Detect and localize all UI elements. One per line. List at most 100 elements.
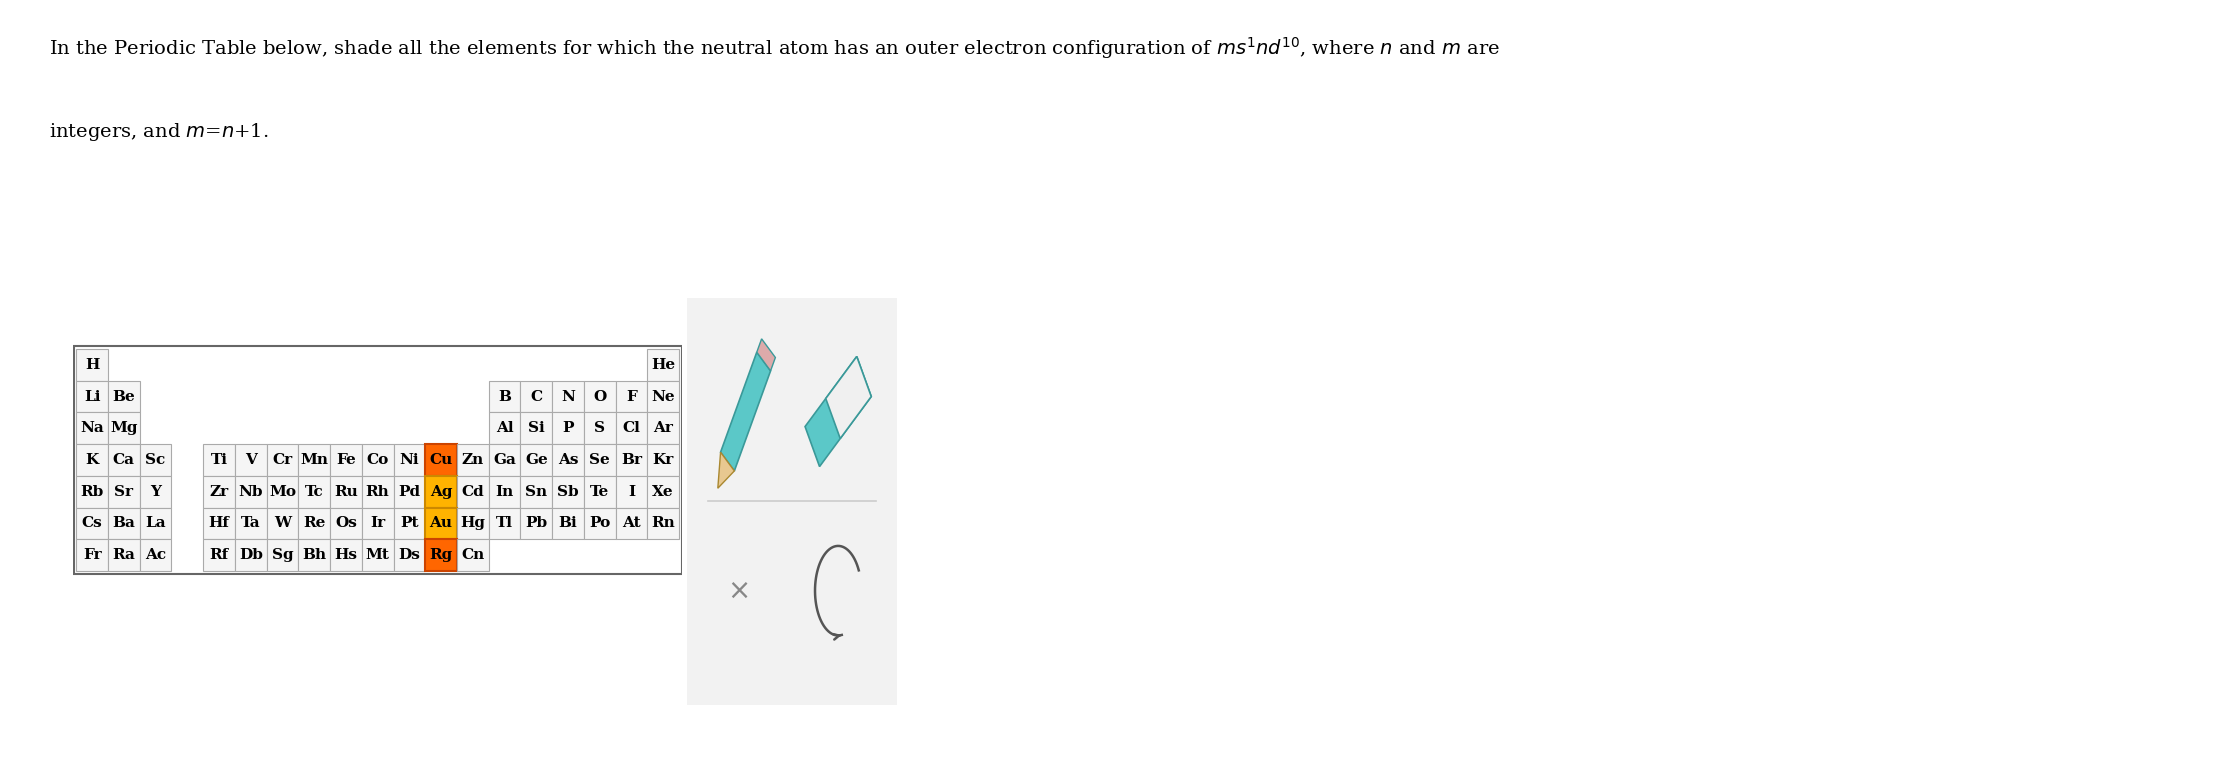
Text: Au: Au	[430, 517, 452, 530]
Text: Fr: Fr	[82, 548, 102, 562]
Bar	[425, 476, 456, 507]
Text: Cl: Cl	[622, 421, 640, 435]
Text: Sb: Sb	[558, 485, 578, 499]
Bar	[140, 444, 171, 476]
Bar	[720, 352, 771, 471]
Bar	[616, 413, 647, 444]
Bar	[109, 381, 140, 413]
Text: Mg: Mg	[111, 421, 137, 435]
Bar	[361, 476, 394, 507]
Text: S: S	[594, 421, 605, 435]
Text: Pb: Pb	[525, 517, 547, 530]
Bar	[75, 444, 109, 476]
Bar	[394, 476, 425, 507]
Bar	[647, 507, 680, 539]
Text: K: K	[86, 453, 100, 467]
Bar	[75, 349, 109, 381]
Text: Ne: Ne	[651, 390, 676, 403]
Bar	[109, 539, 140, 571]
Text: Cr: Cr	[272, 453, 292, 467]
Text: H: H	[84, 358, 100, 372]
Text: Os: Os	[334, 517, 357, 530]
Bar	[521, 444, 552, 476]
Text: B: B	[498, 390, 512, 403]
Text: Bi: Bi	[558, 517, 578, 530]
Text: Ba: Ba	[113, 517, 135, 530]
Bar	[552, 476, 585, 507]
Bar	[585, 444, 616, 476]
Text: Ds: Ds	[399, 548, 421, 562]
Bar	[361, 444, 394, 476]
Bar	[140, 539, 171, 571]
Text: Hg: Hg	[461, 517, 485, 530]
Bar	[552, 444, 585, 476]
Text: Te: Te	[589, 485, 609, 499]
Text: Ir: Ir	[370, 517, 385, 530]
Bar	[456, 507, 490, 539]
Text: At: At	[622, 517, 640, 530]
Bar	[109, 413, 140, 444]
Text: Zr: Zr	[210, 485, 228, 499]
Bar	[299, 476, 330, 507]
Bar	[330, 539, 361, 571]
Text: Li: Li	[84, 390, 100, 403]
Bar	[109, 476, 140, 507]
Bar	[330, 444, 361, 476]
Text: La: La	[146, 517, 166, 530]
Text: Ge: Ge	[525, 453, 547, 467]
Text: Sr: Sr	[115, 485, 133, 499]
Bar	[647, 476, 680, 507]
Bar	[552, 507, 585, 539]
Bar	[299, 539, 330, 571]
Text: Db: Db	[239, 548, 264, 562]
Bar	[75, 413, 109, 444]
Bar	[616, 507, 647, 539]
Bar	[425, 507, 456, 539]
Text: Ni: Ni	[399, 453, 419, 467]
Text: I: I	[627, 485, 636, 499]
Text: O: O	[594, 390, 607, 403]
Text: Xe: Xe	[653, 485, 673, 499]
Text: Be: Be	[113, 390, 135, 403]
Text: Ra: Ra	[113, 548, 135, 562]
Text: Ti: Ti	[210, 453, 228, 467]
Bar	[647, 444, 680, 476]
FancyBboxPatch shape	[682, 290, 902, 713]
Text: Ta: Ta	[241, 517, 261, 530]
Text: Cu: Cu	[430, 453, 452, 467]
Bar	[266, 539, 299, 571]
Bar	[299, 507, 330, 539]
Bar	[826, 356, 870, 438]
Bar	[75, 539, 109, 571]
Text: He: He	[651, 358, 676, 372]
Text: Rb: Rb	[80, 485, 104, 499]
Text: Nb: Nb	[239, 485, 264, 499]
Bar	[330, 476, 361, 507]
Text: Al: Al	[496, 421, 514, 435]
Text: Rg: Rg	[430, 548, 452, 562]
Text: Hs: Hs	[334, 548, 357, 562]
Text: Rn: Rn	[651, 517, 676, 530]
Bar	[804, 356, 870, 467]
Bar	[585, 476, 616, 507]
Bar	[394, 507, 425, 539]
Bar	[647, 413, 680, 444]
Bar	[266, 507, 299, 539]
Text: Rf: Rf	[210, 548, 228, 562]
Bar	[490, 476, 521, 507]
Bar	[616, 444, 647, 476]
Text: F: F	[627, 390, 638, 403]
Bar	[425, 444, 456, 476]
Text: Ga: Ga	[494, 453, 516, 467]
Text: Fe: Fe	[337, 453, 357, 467]
Text: Sg: Sg	[272, 548, 292, 562]
Text: Ru: Ru	[334, 485, 359, 499]
Bar	[490, 507, 521, 539]
Text: Zn: Zn	[461, 453, 483, 467]
Text: In: In	[496, 485, 514, 499]
Bar	[361, 539, 394, 571]
Text: Pt: Pt	[401, 517, 419, 530]
Bar	[585, 507, 616, 539]
Text: Sn: Sn	[525, 485, 547, 499]
Text: Cn: Cn	[461, 548, 485, 562]
